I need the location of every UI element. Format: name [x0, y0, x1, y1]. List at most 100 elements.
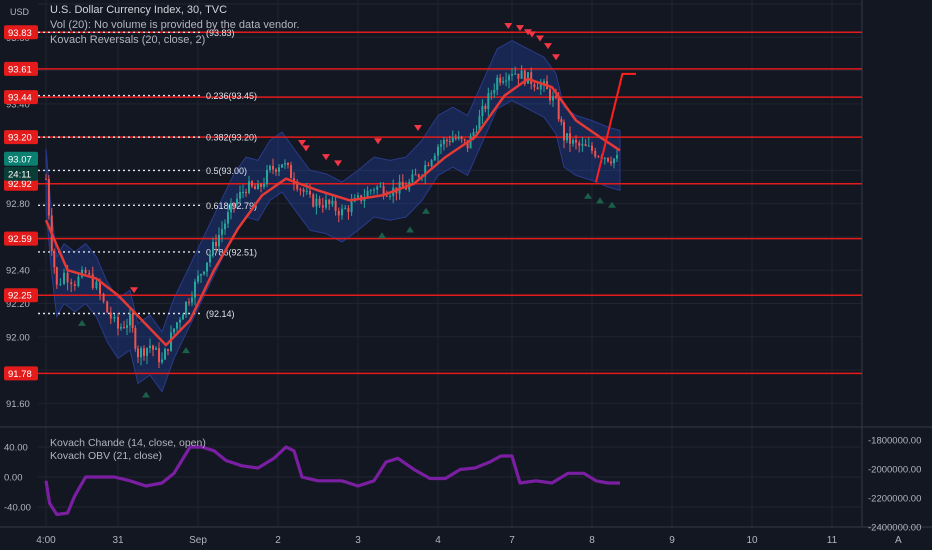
candle-body — [251, 181, 253, 187]
reversal-down-marker — [302, 145, 310, 152]
candle-body — [230, 203, 232, 213]
candle-body — [212, 241, 214, 255]
level-badge — [4, 366, 38, 381]
candle-body — [433, 155, 436, 161]
candle-body — [233, 203, 235, 205]
candle-body — [209, 254, 211, 263]
candle-body — [224, 223, 226, 230]
reversal-down-marker — [516, 25, 524, 32]
candle-body — [109, 312, 112, 319]
candle-body — [536, 87, 539, 90]
reversal-down-marker — [524, 29, 532, 36]
candle-body — [315, 198, 318, 207]
candle-body — [341, 208, 343, 216]
level-badge — [4, 25, 38, 40]
candle-body — [508, 75, 511, 81]
candle-body — [414, 174, 417, 176]
candle-body — [411, 174, 414, 182]
time-tick-label: 7 — [509, 535, 515, 546]
time-tick-label: 11 — [827, 535, 838, 546]
osc-left-tick: 0.00 — [4, 473, 23, 484]
candle-body — [484, 105, 487, 110]
horizontal-levels — [38, 31, 862, 375]
candle-body — [555, 96, 557, 98]
candle-body — [95, 281, 98, 289]
price-tick-label: 91.60 — [6, 399, 30, 410]
osc-right-tick: -2200000.00 — [868, 494, 921, 505]
reversal-down-marker — [552, 54, 560, 61]
candle-body — [194, 281, 196, 298]
candle-body — [149, 345, 151, 348]
candle-body — [578, 142, 581, 146]
candle-body — [254, 186, 256, 190]
candle-body — [478, 116, 481, 132]
candle-body — [134, 327, 137, 349]
level-badge — [4, 231, 38, 246]
candle-body — [197, 275, 199, 282]
candle-body — [179, 319, 181, 323]
candle-body — [182, 314, 184, 320]
reversal-up-marker — [608, 201, 616, 208]
candle-body — [366, 190, 369, 198]
candle-body — [287, 163, 289, 166]
basis-path — [44, 77, 621, 347]
auto-scale-button[interactable]: A — [895, 535, 902, 546]
oscillator-pane: 40.00 0.00 -40.00 -1800000.00 -2000000.00 -22… — [4, 436, 921, 534]
candle-body — [221, 229, 223, 235]
reversals-indicator-title: Kovach Reversals (20, close, 2) — [50, 34, 205, 46]
candle-body — [290, 165, 292, 179]
candle-body — [616, 155, 618, 159]
time-tick-label: 8 — [589, 535, 595, 546]
fib-label: 0.382(93.20) — [206, 133, 257, 143]
chart-title: U.S. Dollar Currency Index, 30, TVC — [50, 4, 227, 16]
price-tick-label: 93.40 — [6, 99, 30, 110]
time-tick-label: 3 — [355, 535, 361, 546]
candle-body — [597, 156, 600, 158]
candle-body — [102, 293, 105, 302]
level-badge — [4, 90, 38, 105]
candle-body — [560, 119, 563, 123]
candle-body — [305, 190, 308, 192]
candle-body — [137, 348, 139, 358]
time-axis[interactable]: 4:00 31 Sep 2 3 4 7 8 9 10 11 — [36, 535, 837, 546]
level-badge-label: 92.92 — [8, 179, 32, 190]
candle-body — [566, 133, 568, 141]
candle-body — [520, 70, 523, 79]
reversal-down-marker — [536, 35, 544, 42]
candle-body — [248, 181, 250, 194]
osc-right-tick: -2400000.00 — [868, 523, 921, 534]
candle-body — [278, 167, 280, 172]
candle-body — [607, 157, 609, 162]
reversal-down-marker — [528, 31, 536, 38]
candle-body — [514, 73, 517, 75]
level-badge-label: 93.44 — [8, 93, 32, 104]
candle-body — [487, 93, 490, 110]
osc-title: Kovach OBV (21, close) — [50, 450, 162, 462]
candle-body — [55, 267, 58, 285]
candle-body — [454, 137, 457, 139]
price-axis[interactable]: 93.8093.6093.4093.2093.0092.8092.6092.40… — [4, 25, 38, 410]
candle-body — [296, 183, 299, 190]
volume-indicator-title: Vol (20): No volume is provided by the d… — [50, 19, 299, 31]
candle-body — [91, 274, 94, 289]
candle-body — [318, 198, 321, 206]
candle-body — [73, 284, 76, 287]
candle-body — [389, 195, 391, 197]
time-tick-label: Sep — [189, 535, 207, 546]
candle-body — [613, 158, 615, 164]
candle-body — [451, 137, 454, 143]
candle-body — [281, 164, 283, 168]
reversal-up-marker — [596, 197, 604, 204]
candle-body — [245, 191, 247, 194]
candle-body — [539, 84, 542, 90]
candle-body — [126, 325, 128, 328]
candle-body — [284, 163, 286, 165]
time-tick-label: 4 — [435, 535, 441, 546]
candle-body — [106, 301, 109, 313]
candle-body — [321, 205, 324, 208]
reversal-down-marker — [322, 154, 330, 161]
candle-body — [502, 81, 505, 83]
projection-arrow — [595, 72, 636, 183]
candle-body — [63, 272, 65, 284]
